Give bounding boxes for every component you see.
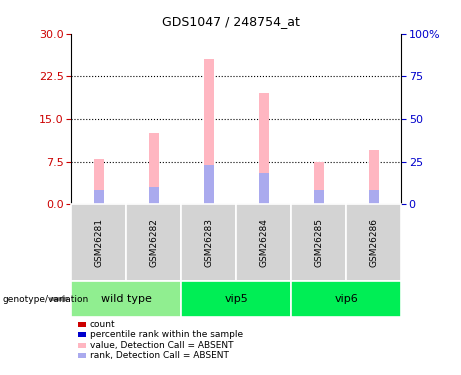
- Text: GSM26282: GSM26282: [149, 218, 159, 267]
- Text: wild type: wild type: [101, 294, 152, 304]
- Bar: [149, 133, 159, 204]
- Text: GSM26283: GSM26283: [204, 218, 213, 267]
- Text: rank, Detection Call = ABSENT: rank, Detection Call = ABSENT: [90, 351, 229, 360]
- Text: value, Detection Call = ABSENT: value, Detection Call = ABSENT: [90, 341, 233, 350]
- Bar: [369, 190, 378, 204]
- Text: GSM26285: GSM26285: [314, 218, 323, 267]
- Bar: [94, 159, 104, 204]
- Text: vip5: vip5: [225, 294, 248, 304]
- Text: genotype/variation: genotype/variation: [2, 295, 89, 304]
- Bar: [259, 93, 269, 204]
- Bar: [314, 190, 324, 204]
- Text: GSM26284: GSM26284: [259, 218, 268, 267]
- Bar: [259, 173, 269, 204]
- Text: count: count: [90, 320, 116, 329]
- Text: GDS1047 / 248754_at: GDS1047 / 248754_at: [161, 15, 300, 28]
- Text: vip6: vip6: [334, 294, 358, 304]
- Bar: [94, 190, 104, 204]
- Bar: [149, 188, 159, 204]
- Bar: [204, 165, 214, 204]
- Bar: [204, 59, 214, 204]
- Bar: [314, 162, 324, 204]
- Text: GSM26281: GSM26281: [95, 218, 103, 267]
- Text: percentile rank within the sample: percentile rank within the sample: [90, 330, 243, 339]
- Bar: [369, 150, 378, 204]
- Text: GSM26286: GSM26286: [369, 218, 378, 267]
